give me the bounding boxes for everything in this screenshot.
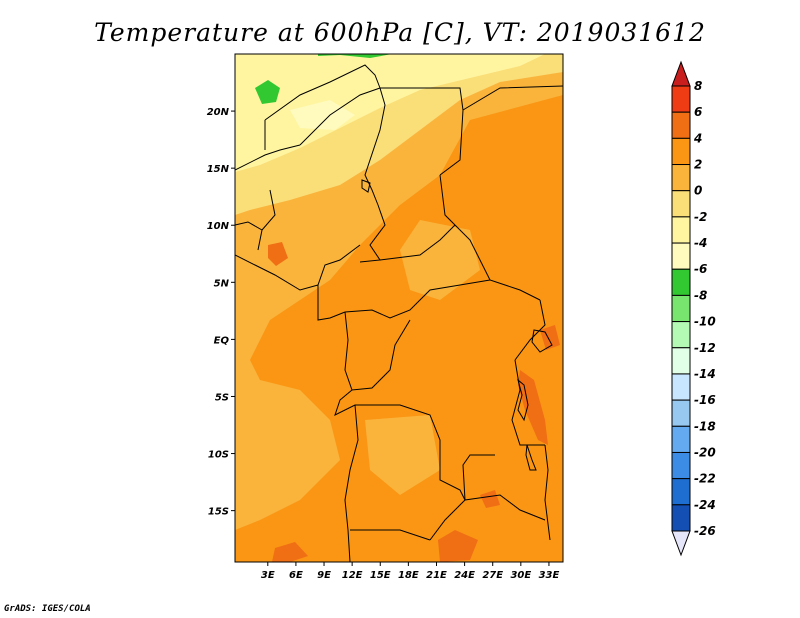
cool-north-region xyxy=(235,54,545,172)
colorbar-label: -24 xyxy=(694,498,716,512)
colorbar-box xyxy=(671,373,691,401)
colorbar-box xyxy=(671,85,691,113)
hot-spot-region xyxy=(268,242,288,266)
lat-tick-label: 15S xyxy=(208,507,229,518)
latitude-axis: 20N 15N 10N 5N EQ 5S 10S 15S xyxy=(207,107,235,518)
colorbar-box xyxy=(671,425,691,453)
lat-tick-label: 5S xyxy=(215,392,229,403)
colorbar-box xyxy=(671,216,691,244)
colorbar-box xyxy=(671,321,691,349)
lat-tick-label: 15N xyxy=(207,164,230,175)
colorbar-label: -20 xyxy=(694,445,716,459)
colorbar-box xyxy=(671,451,691,480)
colorbar-label: 0 xyxy=(694,184,702,198)
colorbar-box xyxy=(671,111,691,139)
lon-tick-label: 21E xyxy=(426,570,447,581)
colorbar-label: -10 xyxy=(694,315,716,329)
colorbar-label: -4 xyxy=(694,236,707,250)
grads-credit: GrADS: IGES/COLA xyxy=(4,604,91,614)
colorbar-label: -26 xyxy=(694,524,716,538)
warm-band-region xyxy=(400,220,480,300)
colorbar-box xyxy=(671,164,691,192)
colorbar-label: 2 xyxy=(694,158,702,172)
lat-tick-label: 10N xyxy=(207,221,230,232)
colorbar-box xyxy=(671,347,691,375)
hot-spot-region xyxy=(272,542,308,562)
lake-outlines xyxy=(361,179,553,471)
warm-band-region xyxy=(365,415,440,495)
colorbar-box xyxy=(671,504,691,532)
hot-spot-region xyxy=(540,325,560,350)
colorbar-box xyxy=(671,137,691,166)
lat-tick-label: EQ xyxy=(214,335,230,346)
colorbar-box xyxy=(671,478,691,506)
lon-tick-label: 24E xyxy=(454,570,475,581)
colorbar-box xyxy=(671,268,691,296)
colorbar-box xyxy=(671,190,691,218)
lon-tick-label: 30E xyxy=(510,570,531,581)
hot-spot-region xyxy=(480,490,500,508)
map-title: Temperature at 600hPa [C], VT: 201903161… xyxy=(94,18,706,47)
lon-tick-label: 6E xyxy=(289,570,303,581)
green-patch-region xyxy=(255,80,280,104)
lat-tick-label: 5N xyxy=(214,278,230,289)
plot-frame xyxy=(234,53,564,563)
lon-tick-label: 3E xyxy=(261,570,275,581)
colorbar-label: -14 xyxy=(694,367,716,381)
colorbar-bottom-arrow xyxy=(671,530,691,557)
lat-tick-label: 20N xyxy=(207,107,230,118)
lon-tick-label: 27E xyxy=(482,570,503,581)
colorbar-box xyxy=(671,242,691,270)
colorbar: 8 6 4 2 0 -2 -4 -6 -8 -10 -12 -14 -16 -18 -20 -22 -24 -26 xyxy=(671,60,716,557)
cold-north-region xyxy=(290,100,355,130)
green-patch-region xyxy=(318,54,392,58)
longitude-axis: 3E 6E 9E 12E 15E 18E 21E 24E 27E 30E 33E xyxy=(261,562,560,581)
lon-tick-label: 9E xyxy=(317,570,331,581)
colorbar-label: -2 xyxy=(694,210,707,224)
country-borders xyxy=(235,64,563,562)
colorbar-label: -8 xyxy=(694,288,707,302)
map-field xyxy=(235,54,563,562)
lon-tick-label: 12E xyxy=(342,570,363,581)
lon-tick-label: 15E xyxy=(370,570,391,581)
colorbar-label: 8 xyxy=(694,79,702,93)
colorbar-label: -16 xyxy=(694,393,716,407)
colorbar-label: -6 xyxy=(694,262,707,276)
colorbar-label: -22 xyxy=(694,472,716,486)
colorbar-box xyxy=(671,294,691,323)
colorbar-label: -12 xyxy=(694,341,716,355)
colorbar-label: 6 xyxy=(694,105,702,119)
lat-tick-label: 10S xyxy=(208,450,229,461)
colorbar-label: -18 xyxy=(694,419,716,433)
colorbar-top-arrow xyxy=(671,60,691,87)
hot-spot-region xyxy=(518,370,548,445)
hot-spot-region xyxy=(438,530,478,562)
colorbar-box xyxy=(671,399,691,427)
lon-tick-label: 18E xyxy=(398,570,419,581)
colorbar-label: 4 xyxy=(693,131,702,145)
lon-tick-label: 33E xyxy=(539,570,560,581)
